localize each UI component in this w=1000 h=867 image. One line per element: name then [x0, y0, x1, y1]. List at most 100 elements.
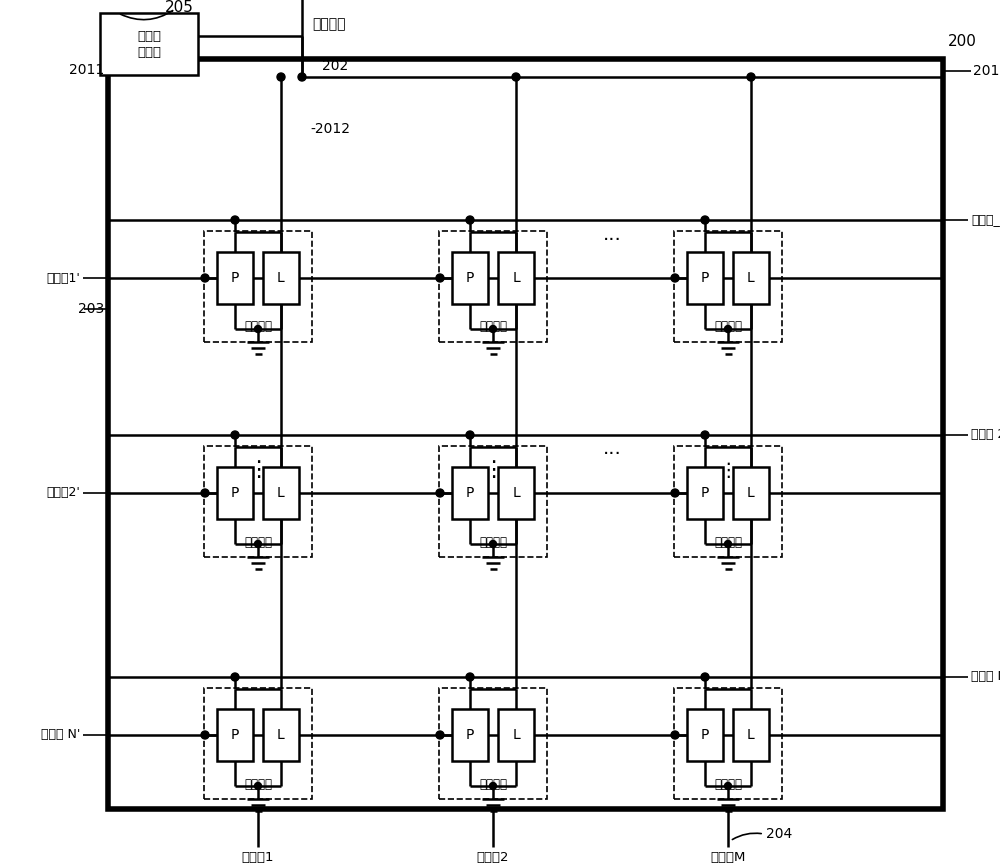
- Bar: [439, 446, 547, 557]
- Circle shape: [254, 325, 262, 333]
- Text: 扫描线 N': 扫描线 N': [41, 728, 80, 741]
- Text: 201: 201: [973, 64, 999, 78]
- Bar: [100, 13, 198, 75]
- Circle shape: [231, 431, 239, 439]
- Text: 205: 205: [165, 0, 194, 15]
- Text: 扫描线2': 扫描线2': [46, 486, 80, 499]
- Bar: [217, 467, 253, 519]
- Circle shape: [724, 783, 732, 790]
- Circle shape: [724, 540, 732, 547]
- Text: 扫描线 N: 扫描线 N: [971, 670, 1000, 683]
- Text: P: P: [231, 486, 239, 500]
- Bar: [452, 252, 488, 304]
- Bar: [439, 688, 547, 799]
- Circle shape: [436, 489, 444, 497]
- Text: 感光单元: 感光单元: [714, 778, 742, 791]
- Circle shape: [254, 783, 262, 790]
- Bar: [263, 252, 299, 304]
- Bar: [204, 688, 312, 799]
- Text: 感光单元: 感光单元: [244, 536, 272, 549]
- Bar: [204, 446, 312, 557]
- Text: 感光单元: 感光单元: [714, 321, 742, 334]
- Bar: [108, 59, 943, 809]
- Bar: [498, 467, 534, 519]
- Text: P: P: [466, 728, 474, 742]
- Bar: [217, 709, 253, 761]
- Bar: [733, 467, 769, 519]
- Text: L: L: [747, 486, 755, 500]
- Text: 偏压输: 偏压输: [137, 29, 161, 42]
- Text: L: L: [512, 728, 520, 742]
- Text: 203: 203: [78, 302, 104, 316]
- Text: ⋮: ⋮: [482, 460, 504, 480]
- Text: 偏压信号: 偏压信号: [312, 17, 346, 31]
- Circle shape: [254, 540, 262, 547]
- Text: 出单元: 出单元: [137, 45, 161, 58]
- Bar: [217, 252, 253, 304]
- Text: P: P: [231, 728, 239, 742]
- Circle shape: [747, 73, 755, 81]
- Text: P: P: [701, 486, 709, 500]
- Circle shape: [436, 274, 444, 282]
- Circle shape: [671, 274, 679, 282]
- Circle shape: [201, 731, 209, 739]
- Text: L: L: [277, 486, 285, 500]
- Bar: [674, 688, 782, 799]
- Text: 数据线2: 数据线2: [477, 851, 509, 864]
- Bar: [674, 446, 782, 557]
- Bar: [263, 467, 299, 519]
- Text: 数据线1: 数据线1: [242, 851, 274, 864]
- Circle shape: [490, 325, 496, 333]
- Circle shape: [201, 489, 209, 497]
- Circle shape: [436, 731, 444, 739]
- Circle shape: [231, 673, 239, 681]
- Text: 扫描线1': 扫描线1': [46, 271, 80, 284]
- Circle shape: [701, 673, 709, 681]
- Text: 感光单元: 感光单元: [479, 321, 507, 334]
- Bar: [687, 467, 723, 519]
- Text: L: L: [277, 728, 285, 742]
- Circle shape: [231, 216, 239, 224]
- Circle shape: [466, 431, 474, 439]
- Circle shape: [277, 73, 285, 81]
- Circle shape: [298, 73, 306, 81]
- Text: ...: ...: [603, 440, 621, 459]
- Text: P: P: [701, 271, 709, 285]
- Bar: [498, 252, 534, 304]
- Text: 200: 200: [948, 34, 977, 49]
- Bar: [687, 252, 723, 304]
- Text: P: P: [701, 728, 709, 742]
- Text: P: P: [466, 486, 474, 500]
- Text: 感光单元: 感光单元: [479, 536, 507, 549]
- Circle shape: [466, 673, 474, 681]
- Text: 扫描线 2: 扫描线 2: [971, 428, 1000, 441]
- Text: P: P: [231, 271, 239, 285]
- Bar: [498, 709, 534, 761]
- Bar: [452, 467, 488, 519]
- Text: ⋮: ⋮: [247, 460, 269, 480]
- Text: 感光单元: 感光单元: [479, 778, 507, 791]
- Text: 204: 204: [766, 827, 792, 841]
- Text: L: L: [747, 271, 755, 285]
- Circle shape: [701, 431, 709, 439]
- Bar: [439, 231, 547, 342]
- Bar: [733, 252, 769, 304]
- Circle shape: [490, 783, 496, 790]
- Text: L: L: [277, 271, 285, 285]
- Text: P: P: [466, 271, 474, 285]
- Text: L: L: [512, 271, 520, 285]
- Bar: [452, 709, 488, 761]
- Text: 感光单元: 感光单元: [244, 321, 272, 334]
- Circle shape: [671, 489, 679, 497]
- Text: L: L: [747, 728, 755, 742]
- Circle shape: [671, 731, 679, 739]
- Circle shape: [466, 216, 474, 224]
- Text: 2011: 2011: [69, 63, 104, 77]
- Bar: [674, 231, 782, 342]
- Text: 感光单元: 感光单元: [244, 778, 272, 791]
- Circle shape: [512, 73, 520, 81]
- Text: 数据线M: 数据线M: [710, 851, 746, 864]
- Bar: [204, 231, 312, 342]
- Text: 感光单元: 感光单元: [714, 536, 742, 549]
- Circle shape: [724, 325, 732, 333]
